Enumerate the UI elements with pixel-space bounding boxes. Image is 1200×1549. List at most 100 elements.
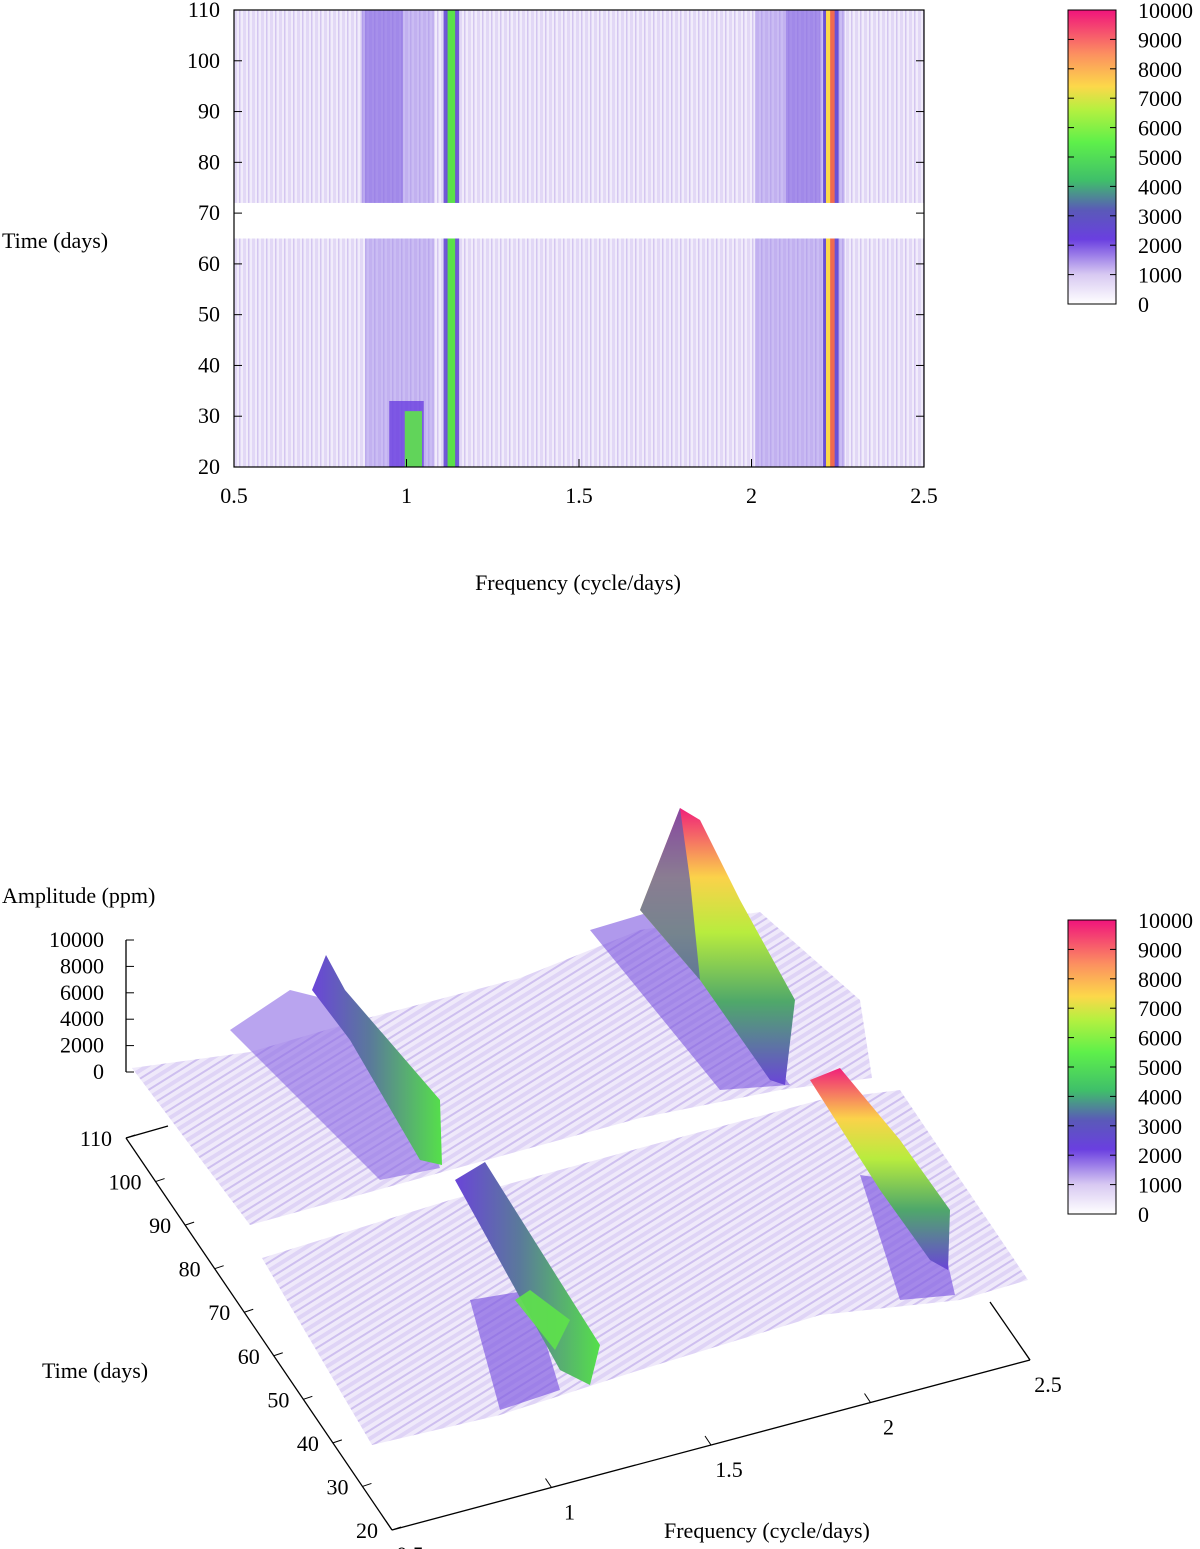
heatmap-y-tick-label: 30 xyxy=(198,403,220,428)
colorbar-tick-label: 2000 xyxy=(1138,233,1182,258)
right-edge-line xyxy=(989,1301,1031,1361)
surface-time-ticks: 20 30 40 50 60 70 80 90 100 110 xyxy=(80,1126,402,1543)
colorbar-tick-label: 9000 xyxy=(1138,937,1182,962)
surface-front-sheet xyxy=(262,1090,1028,1445)
surface-band-1-back xyxy=(230,990,440,1180)
colorbar-tick-label: 5000 xyxy=(1138,145,1182,170)
heatmap-y-label: Time (days) xyxy=(2,228,108,253)
heatmap-y-tick-label: 70 xyxy=(198,200,220,225)
colorbar-tick-label: 8000 xyxy=(1138,967,1182,992)
surface-time-tick-label: 50 xyxy=(267,1387,289,1412)
time-axis-line xyxy=(125,1137,393,1531)
surface-frequency-tick-label: 0.5 xyxy=(396,1542,424,1549)
surface-time-tick xyxy=(391,1526,402,1531)
surface-broad-peak-front xyxy=(515,1290,570,1350)
surface-ridge-2-front xyxy=(810,1068,950,1270)
surface-time-tick-label: 80 xyxy=(179,1257,201,1282)
colorbar-tick-label: 1000 xyxy=(1138,1173,1182,1198)
heatmap-x-ticks: 0.5 1 1.5 2 2.5 xyxy=(220,459,938,508)
surface-frequency-label: Frequency (cycle/days) xyxy=(664,1518,870,1543)
surface-frequency-tick xyxy=(1023,1350,1031,1361)
surface-time-tick xyxy=(332,1439,343,1444)
surface-colorbar-gradient xyxy=(1067,919,1117,1215)
colorbar-tick-label: 7000 xyxy=(1138,996,1182,1021)
colorbar-tick-label: 3000 xyxy=(1138,204,1182,229)
surface-time-tick xyxy=(125,1134,136,1139)
heatmap-x-tick-label: 2.5 xyxy=(910,483,938,508)
heatmap-y-tick-label: 90 xyxy=(198,99,220,124)
surface-frequency-tick-label: 2.5 xyxy=(1034,1372,1062,1397)
colorbar-tick-label: 1000 xyxy=(1138,263,1182,288)
heatmap-x-tick-label: 1.5 xyxy=(565,483,593,508)
colorbar-tick-label: 4000 xyxy=(1138,174,1182,199)
surface-ridge-1-back xyxy=(312,955,442,1165)
colorbar-tick-label: 8000 xyxy=(1138,57,1182,82)
surface-time-tick-label: 30 xyxy=(326,1474,348,1499)
surface-frequency-tick xyxy=(704,1435,712,1446)
surface-z-tick-label: 10000 xyxy=(49,927,104,952)
surface-colorbar: 0 1000 2000 3000 4000 5000 6000 7000 8000 9000 100… xyxy=(1067,908,1193,1227)
heatmap-colorbar: 0 1000 2000 3000 4000 5000 6000 7000 8000 9000 100… xyxy=(1067,0,1193,317)
surface-time-tick xyxy=(362,1482,372,1487)
surface-z-tick-label: 4000 xyxy=(60,1006,104,1031)
heatmap-image xyxy=(234,10,924,467)
surface-z-label: Amplitude (ppm) xyxy=(2,883,155,908)
surface-time-tick-label: 90 xyxy=(149,1213,171,1238)
heatmap-plot: 0.5 1 1.5 2 2.5 20 30 40 50 60 70 80 90 100 110 Frequ… xyxy=(2,0,938,595)
surface-ridge-2-shadow xyxy=(640,808,700,980)
surface-time-tick-label: 20 xyxy=(356,1518,378,1543)
surface-time-tick xyxy=(273,1352,283,1357)
heatmap-y-tick-label: 60 xyxy=(198,251,220,276)
heatmap-broad-band-1-core xyxy=(404,411,423,467)
colorbar-tick-label: 6000 xyxy=(1138,116,1182,141)
heatmap-x-tick-label: 2 xyxy=(746,483,757,508)
surface-time-tick-label: 110 xyxy=(80,1126,112,1151)
colorbar-tick-label: 6000 xyxy=(1138,1026,1182,1051)
surface-frequency-tick-label: 2 xyxy=(883,1415,894,1440)
heatmap-data-gap xyxy=(234,202,924,239)
surface-time-tick-label: 100 xyxy=(109,1170,142,1195)
heatmap-x-tick-label: 0.5 xyxy=(220,483,248,508)
colorbar-tick-label: 7000 xyxy=(1138,86,1182,111)
heatmap-band-2-upper xyxy=(786,10,821,203)
surface-frequency-tick-label: 1.5 xyxy=(715,1457,743,1482)
colorbar-tick-label: 0 xyxy=(1138,292,1149,317)
surface-band-2-back xyxy=(590,912,790,1090)
colorbar-tick-label: 2000 xyxy=(1138,1143,1182,1168)
heatmap-y-tick-label: 100 xyxy=(187,48,220,73)
colorbar-tick-label: 5000 xyxy=(1138,1055,1182,1080)
heatmap-y-ticks: 20 30 40 50 60 70 80 90 100 110 xyxy=(187,0,924,479)
heatmap-y-tick-label: 20 xyxy=(198,454,220,479)
surface-time-tick-label: 70 xyxy=(208,1300,230,1325)
surface-z-tick-label: 2000 xyxy=(60,1033,104,1058)
colorbar-tick-label: 10000 xyxy=(1138,908,1193,933)
colorbar-tick-label: 4000 xyxy=(1138,1084,1182,1109)
surface-frequency-tick-label: 1 xyxy=(564,1500,575,1525)
surface-z-tick-label: 6000 xyxy=(60,980,104,1005)
surface-time-label: Time (days) xyxy=(42,1358,148,1383)
colorbar-tick-label: 9000 xyxy=(1138,27,1182,52)
surface-frequency-tick xyxy=(545,1478,552,1488)
surface-frequency-tick xyxy=(385,1520,393,1531)
heatmap-y-tick-label: 40 xyxy=(198,352,220,377)
heatmap-x-tick-label: 1 xyxy=(401,483,412,508)
surface-sheets xyxy=(132,808,1028,1445)
surface-time-tick xyxy=(214,1265,224,1270)
colorbar-tick-label: 3000 xyxy=(1138,1114,1182,1139)
surface-frequency-ticks: 0.5 1 1.5 2 2.5 xyxy=(385,1350,1062,1549)
heatmap-y-tick-label: 50 xyxy=(198,302,220,327)
surface-z-tick-label: 0 xyxy=(93,1059,104,1084)
surface-time-tick xyxy=(303,1395,313,1400)
heatmap-x-label: Frequency (cycle/days) xyxy=(475,570,681,595)
heatmap-colorbar-gradient xyxy=(1067,9,1117,305)
colorbar-tick-label: 0 xyxy=(1138,1202,1149,1227)
heatmap-y-tick-label: 80 xyxy=(198,149,220,174)
surface-time-tick-label: 60 xyxy=(238,1344,260,1369)
surface-z-tick-label: 8000 xyxy=(60,953,104,978)
surface-time-tick-label: 40 xyxy=(297,1431,319,1456)
heatmap-band-1-upper xyxy=(361,10,404,203)
colorbar-tick-label: 10000 xyxy=(1138,0,1193,23)
